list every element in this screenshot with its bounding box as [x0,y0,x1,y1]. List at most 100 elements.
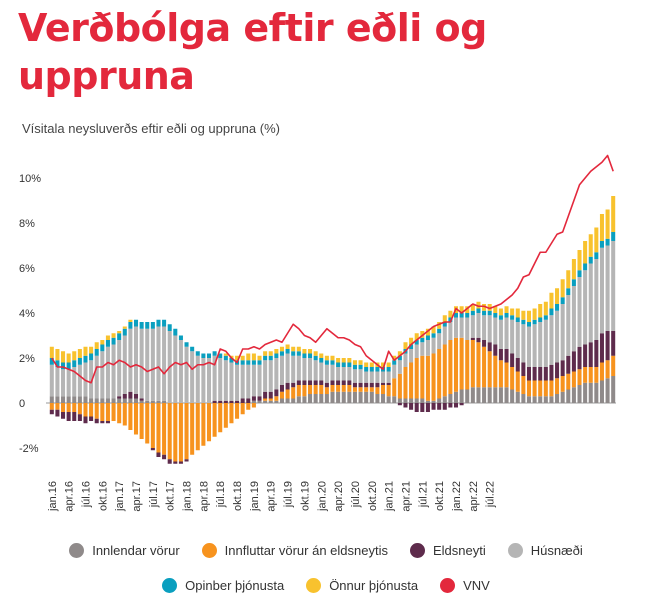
bar-segment-innlendar [72,396,77,403]
bar-segment-innlendar [83,396,88,403]
x-tick-label: júl.19 [283,481,295,508]
legend-item-vnv: VNV [440,578,490,593]
bar-segment-eldsneyti [549,364,554,381]
bar-segment-opinber [465,313,470,318]
bar-segment-opinber [588,256,593,264]
bar-segment-innfluttar [442,344,447,397]
bar-segment-innfluttar [246,403,251,410]
bar-segment-innfluttar [409,362,414,399]
legend-swatch-husnaedi [507,543,523,558]
bar-segment-opinber [274,353,279,358]
bar-segment-eldsneyti [560,360,565,376]
bar-segment-husnaedi [72,367,77,397]
bar-segment-innfluttar [386,385,391,397]
bar-segment-onnur [251,353,256,361]
bar-segment-innlendar [453,391,459,403]
bar-segment-opinber [504,313,509,318]
bar-segment-onnur [409,337,414,345]
bar-segment-husnaedi [470,315,475,338]
bar-segment-onnur [420,331,425,338]
bar-segment-innlendar [431,400,436,403]
bar-segment-innfluttar [72,403,77,412]
bar-segment-innlendar [538,396,543,403]
bar-segment-opinber [493,313,498,318]
x-tick-label: jan.21 [384,481,396,512]
bar-segment-eldsneyti [521,362,526,376]
bar-segment-eldsneyti [482,340,487,347]
bar-segment-innlendar [504,387,509,403]
bar-segment-innfluttar [291,387,296,399]
bar-segment-innlendar [369,391,374,403]
legend-label-innfluttar: Innfluttar vörur án eldsneytis [224,543,388,558]
bar-segment-innlendar [285,398,290,403]
bar-segment-opinber [111,337,116,345]
bar-segment-innlendar [549,396,554,403]
bar-segment-innfluttar [420,355,425,399]
bar-segment-innfluttar [375,387,380,394]
bar-segment-eldsneyti [223,400,228,403]
bar-segment-onnur [577,250,582,271]
bar-segment-innfluttar [487,351,492,388]
bar-segment-husnaedi [543,319,548,367]
bar-segment-onnur [128,319,133,322]
bar-segment-innfluttar [61,403,66,412]
bar-segment-eldsneyti [397,403,402,406]
bar-segment-opinber [560,297,565,304]
bar-segment-innfluttar [240,403,245,415]
bar-segment-husnaedi [279,355,284,385]
bar-segment-husnaedi [319,362,324,381]
bar-segment-innlendar [487,387,492,403]
bar-segment-innfluttar [268,398,273,401]
bar-segment-onnur [588,234,593,257]
bar-segment-husnaedi [588,263,593,343]
bar-segment-innfluttar [279,391,284,399]
bar-segment-opinber [145,322,150,329]
bar-segment-innfluttar [425,355,430,401]
bar-segment-opinber [532,319,537,325]
x-tick-label: júl.20 [350,481,362,508]
x-tick-label: apr.17 [131,481,143,512]
bar-segment-husnaedi [392,364,397,379]
bar-segment-innlendar [515,391,520,403]
bar-segment-innfluttar [184,403,189,460]
x-tick-label: júl.17 [148,481,160,508]
bar-segment-opinber [515,317,520,322]
bar-segment-husnaedi [178,340,183,403]
bar-segment-eldsneyti [425,403,430,412]
bar-segment-innfluttar [364,387,369,392]
bar-segment-opinber [257,360,262,365]
legend-label-onnur: Önnur þjónusta [329,578,419,593]
bar-segment-innlendar [583,382,588,403]
bar-segment-husnaedi [577,277,582,347]
bar-segment-innlendar [532,396,537,403]
bar-segment-eldsneyti [55,409,60,417]
bar-segment-husnaedi [156,326,161,401]
bar-segment-onnur [594,227,599,253]
bar-segment-opinber [555,304,560,311]
legend-item-onnur: Önnur þjónusta [306,578,418,593]
bar-segment-husnaedi [111,344,116,399]
bar-segment-opinber [49,358,54,365]
bar-segment-husnaedi [448,322,453,340]
bar-segment-eldsneyti [94,418,99,424]
bar-segment-onnur [274,349,279,354]
bar-segment-opinber [223,355,228,361]
bar-segment-onnur [459,306,464,313]
bar-segment-eldsneyti [274,389,279,397]
bar-segment-husnaedi [223,360,228,401]
bar-segment-opinber [420,337,425,343]
legend-label-husnaedi: Húsnæði [530,543,583,558]
bar-segment-opinber [72,360,77,367]
bar-segment-innlendar [257,400,262,403]
bar-segment-eldsneyti [599,333,604,363]
bar-segment-husnaedi [302,358,307,381]
bar-segment-opinber [521,319,526,325]
bar-segment-innfluttar [145,403,150,444]
bar-segment-husnaedi [459,317,464,338]
bar-segment-innfluttar [212,403,217,437]
legend-item-innlendar: Innlendar vörur [69,543,180,558]
x-tick-label: okt.21 [434,481,446,511]
bar-segment-opinber [397,355,402,361]
bar-segment-innlendar [599,380,604,403]
bar-segment-husnaedi [89,360,94,399]
